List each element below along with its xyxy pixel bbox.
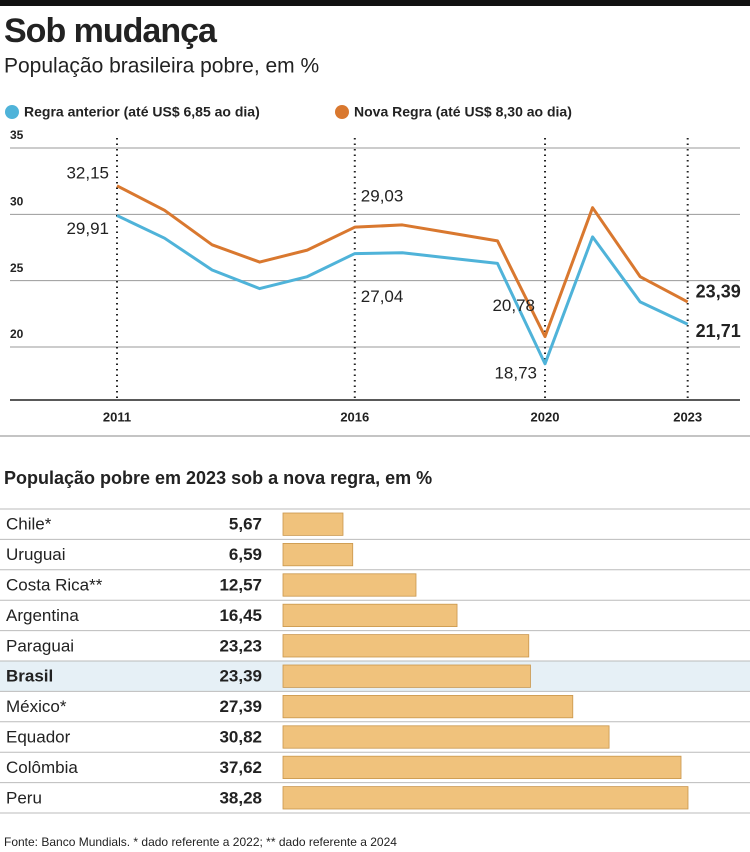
value-label: 23,23 [219, 636, 262, 655]
category-label: Chile* [6, 515, 52, 534]
category-label: Paraguai [6, 636, 74, 655]
bar [282, 725, 610, 749]
y-tick-label: 30 [10, 194, 24, 208]
category-label: Equador [6, 727, 71, 746]
x-tick-label: 2020 [531, 409, 560, 424]
value-label: 38,28 [219, 788, 262, 807]
top-rule [0, 0, 750, 6]
legend-swatch [5, 105, 19, 119]
bar [282, 664, 531, 688]
bar [282, 755, 682, 780]
bar [282, 603, 458, 628]
chart-title: Sob mudança [4, 12, 218, 50]
y-tick-label: 20 [10, 327, 24, 341]
chart-title: População pobre em 2023 sob a nova regra… [4, 468, 432, 488]
series-line [116, 214, 689, 366]
data-label: 29,91 [66, 219, 109, 238]
x-tick-label: 2016 [340, 409, 369, 424]
y-tick-label: 35 [10, 128, 24, 142]
source: Fonte: Banco Mundials. * dado referente … [4, 835, 397, 849]
value-label: 23,39 [219, 667, 262, 686]
data-label: 21,71 [696, 321, 741, 341]
data-label: 29,03 [361, 187, 404, 206]
bar [282, 695, 574, 719]
x-tick-label: 2023 [673, 409, 702, 424]
legend-label: Nova Regra (até US$ 8,30 ao dia) [354, 104, 572, 120]
legend-label: Regra anterior (até US$ 6,85 ao dia) [24, 104, 260, 120]
value-label: 37,62 [219, 758, 262, 777]
data-label: 23,39 [696, 282, 741, 302]
value-label: 12,57 [219, 575, 262, 594]
category-label: Colômbia [6, 758, 78, 777]
value-label: 6,59 [229, 545, 262, 564]
category-label: Argentina [6, 606, 79, 625]
value-label: 30,82 [219, 727, 262, 746]
bar [282, 573, 417, 597]
category-label: Peru [6, 788, 42, 807]
bar [282, 543, 354, 567]
bar [282, 786, 689, 810]
value-label: 27,39 [219, 697, 262, 716]
data-label: 18,73 [494, 363, 537, 382]
bar [282, 512, 344, 536]
category-label: Costa Rica** [6, 575, 103, 594]
category-label: Uruguai [6, 545, 66, 564]
data-label: 20,78 [492, 296, 535, 315]
category-label: México* [6, 697, 67, 716]
value-label: 5,67 [229, 515, 262, 534]
series-line [116, 184, 689, 339]
bar [282, 634, 530, 658]
legend-swatch [335, 105, 349, 119]
chart-subtitle: População brasileira pobre, em % [4, 55, 319, 78]
value-label: 16,45 [219, 606, 262, 625]
category-label: Brasil [6, 667, 53, 686]
data-label: 32,15 [66, 163, 109, 182]
data-label: 27,04 [361, 287, 404, 306]
x-tick-label: 2011 [103, 409, 131, 424]
y-tick-label: 25 [10, 261, 24, 275]
